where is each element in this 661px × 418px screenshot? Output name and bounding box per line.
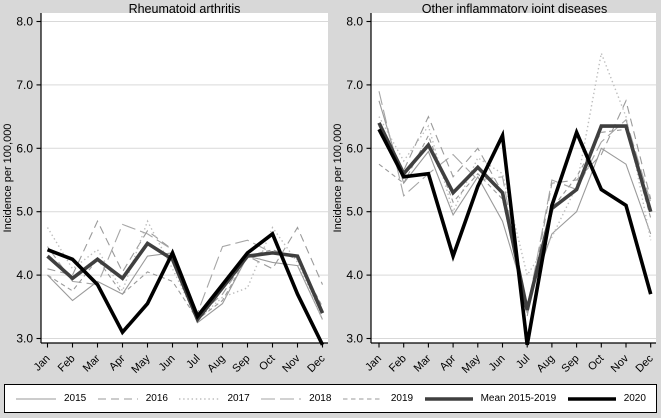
y-tick-label: 6.0 [16, 141, 33, 155]
plot-area [371, 13, 656, 343]
y-tick-label: 8.0 [16, 15, 33, 29]
x-tick-label: Dec [305, 352, 328, 375]
x-tick-label: Feb [56, 353, 78, 375]
panel-rheumatoid-arthritis: Rheumatoid arthritis 8.0 7.0 6.0 5.0 4.0 3.0 J… [0, 0, 331, 382]
x-tick-label: Feb [387, 353, 409, 375]
x-tick-label: Jan [363, 353, 384, 374]
series-line-2017 [378, 50, 652, 277]
y-tick-label: 4.0 [346, 268, 363, 282]
legend-label: 2019 [390, 393, 414, 404]
series-line-2019 [47, 249, 323, 321]
y-tick-label: 7.0 [16, 78, 33, 92]
x-tick-label: Oct [257, 353, 278, 374]
x-tick-label: Oct [586, 353, 607, 374]
legend-label: 2017 [227, 393, 250, 404]
legend-label: 2020 [623, 393, 646, 404]
y-tick-label: 5.0 [346, 205, 363, 219]
series-line-2020 [46, 231, 325, 346]
legend-line-sample [97, 397, 138, 400]
series-line-2018 [378, 91, 652, 311]
legend-entry-2020: 2020 [567, 393, 646, 404]
y-axis-title: Incidence per 100,000 [2, 124, 14, 233]
y-tick-label: 4.0 [16, 268, 33, 282]
y-tick-label: 5.0 [16, 205, 33, 219]
x-tick-label: Aug [205, 353, 227, 375]
legend-entry-2015: 2015 [15, 393, 86, 404]
x-tick-label: May [129, 352, 153, 376]
legend-line-sample [424, 396, 473, 401]
line-chart-rheumatoid-arthritis: 8.0 7.0 6.0 5.0 4.0 3.0 Jan Feb Mar Apr May Jun Jul A… [2, 13, 328, 376]
legend-line-sample [342, 397, 383, 400]
legend-line-sample [261, 397, 302, 400]
series-line-2015 [378, 100, 652, 306]
legend-label: 2018 [309, 393, 332, 404]
x-tick-label: Apr [107, 352, 128, 373]
legend-entry-2018: 2018 [260, 393, 331, 404]
x-tick-label: Nov [609, 352, 632, 375]
x-tick-label: May [460, 352, 484, 376]
y-tick-label: 8.0 [346, 15, 363, 29]
panel-other-inflammatory-joint-diseases: Other inflammatory joint diseases 8.0 7.0… [330, 0, 661, 382]
x-tick-label: Jun [157, 353, 178, 374]
x-tick-label: Jul [184, 353, 202, 371]
legend-entry-2017: 2017 [178, 393, 250, 404]
panel-title-other-inflammatory: Other inflammatory joint diseases [421, 2, 608, 16]
y-tick-label: 3.0 [16, 332, 33, 346]
x-tick-label: Jun [487, 353, 508, 374]
y-tick-label: 6.0 [346, 141, 363, 155]
x-tick-label: Jul [514, 353, 532, 371]
legend-label: 2015 [64, 393, 87, 404]
y-axis-title: Incidence per 100,000 [332, 124, 344, 233]
series-line-2016 [47, 219, 324, 318]
x-tick-label: Apr [438, 352, 459, 373]
x-tick-label: Sep [559, 353, 581, 375]
legend-label: Mean 2015-2019 [480, 393, 557, 404]
x-tick-label: Sep [230, 353, 252, 375]
panel-title-rheumatoid-arthritis: Rheumatoid arthritis [128, 2, 241, 16]
y-tick-label: 7.0 [346, 78, 363, 92]
legend-line-sample [16, 397, 56, 400]
legend: 2015 2016 2017 2018 2019 Mean 2015-2019 2020 [4, 384, 657, 413]
x-tick-label: Nov [280, 352, 303, 375]
x-tick-label: Jan [32, 353, 53, 374]
y-tick-label: 3.0 [346, 332, 363, 346]
legend-label: 2016 [145, 393, 168, 404]
x-tick-label: Dec [634, 352, 657, 375]
legend-entry-2016: 2016 [97, 393, 168, 404]
legend-entry-mean-2015-2019: Mean 2015-2019 [424, 393, 557, 404]
series-line-2020 [377, 127, 653, 346]
series-line-2019 [378, 128, 652, 314]
plot-area [41, 13, 328, 343]
legend-line-sample [567, 396, 616, 401]
x-tick-label: Aug [535, 353, 557, 375]
x-tick-label: Mar [81, 352, 103, 374]
x-tick-label: Mar [412, 352, 434, 374]
legend-line-sample [179, 397, 220, 400]
legend-entry-2019: 2019 [342, 393, 413, 404]
